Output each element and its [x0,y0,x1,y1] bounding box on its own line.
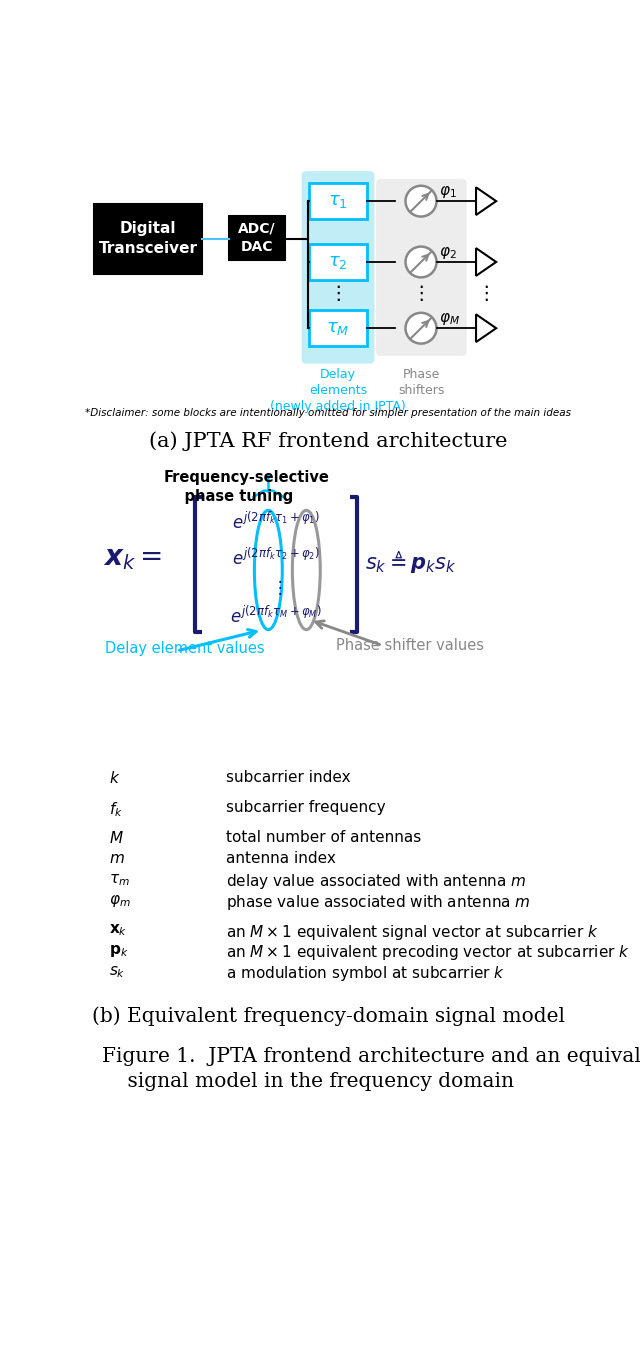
Text: $M$: $M$ [109,830,124,846]
Text: phase value associated with antenna $m$: phase value associated with antenna $m$ [226,893,531,912]
Text: antenna index: antenna index [226,851,335,866]
Bar [309,310,367,345]
Circle shape [406,247,436,278]
Text: $\mathbf{p}_k$: $\mathbf{p}_k$ [109,943,129,959]
Text: an $M \times 1$ equivalent signal vector at subcarrier $k$: an $M \times 1$ equivalent signal vector… [226,923,598,942]
Text: Phase
shifters: Phase shifters [398,368,445,397]
Bar [309,183,367,219]
Circle shape [406,186,436,217]
Text: a modulation symbol at subcarrier $k$: a modulation symbol at subcarrier $k$ [226,965,505,983]
Text: $e^{j(2\pi f_k\tau_2+\varphi_2)}$: $e^{j(2\pi f_k\tau_2+\varphi_2)}$ [232,548,320,569]
Text: Frequency-selective
    phase tuning: Frequency-selective phase tuning [164,469,330,505]
Text: $f_k$: $f_k$ [109,800,124,819]
Text: Phase shifter values: Phase shifter values [336,638,484,653]
Text: $\varphi_2$: $\varphi_2$ [439,244,456,260]
FancyBboxPatch shape [301,171,374,364]
FancyBboxPatch shape [376,179,467,356]
Text: (b) Equivalent frequency-domain signal model: (b) Equivalent frequency-domain signal m… [92,1006,564,1027]
Text: Digital
Transceiver: Digital Transceiver [99,221,198,256]
Text: ADC/
DAC: ADC/ DAC [238,221,275,255]
Text: (a) JPTA RF frontend architecture: (a) JPTA RF frontend architecture [148,432,508,451]
Text: $\tau_m$: $\tau_m$ [109,871,131,888]
Polygon shape [476,314,496,343]
Text: ⋮: ⋮ [328,285,348,304]
Text: $\vdots$: $\vdots$ [271,579,282,598]
Text: $\mathbf{x}_k$: $\mathbf{x}_k$ [109,923,128,939]
Text: delay value associated with antenna $m$: delay value associated with antenna $m$ [226,871,526,890]
Text: $m$: $m$ [109,851,125,866]
Text: $\tau_M$: $\tau_M$ [326,320,350,337]
Polygon shape [476,248,496,275]
Text: subcarrier index: subcarrier index [226,770,350,785]
Circle shape [406,313,436,344]
Text: $\varphi_m$: $\varphi_m$ [109,893,131,909]
Text: $\varphi_M$: $\varphi_M$ [439,312,460,326]
Text: $s_k \triangleq \boldsymbol{p}_k s_k$: $s_k \triangleq \boldsymbol{p}_k s_k$ [365,549,457,575]
Text: $\tau_1$: $\tau_1$ [328,192,348,210]
Text: *Disclaimer: some blocks are intentionally omitted for simpler presentation of t: *Disclaimer: some blocks are intentional… [85,409,571,418]
Text: $\boldsymbol{x}_k =$: $\boldsymbol{x}_k =$ [103,545,163,572]
Text: $\varphi_1$: $\varphi_1$ [439,183,456,200]
Text: ⋮: ⋮ [412,285,431,304]
Polygon shape [476,188,496,214]
Text: ⋮: ⋮ [476,285,496,304]
Text: $e^{j(2\pi f_k\tau_1+\varphi_1)}$: $e^{j(2\pi f_k\tau_1+\varphi_1)}$ [232,511,320,533]
Bar [229,216,285,260]
Text: $s_k$: $s_k$ [109,965,126,979]
Text: Delay
elements
(newly added in JPTA): Delay elements (newly added in JPTA) [270,368,406,413]
Text: Delay element values: Delay element values [105,641,264,656]
Text: $\tau_2$: $\tau_2$ [328,254,348,271]
Text: $e^{j(2\pi f_k\tau_M+\varphi_M)}$: $e^{j(2\pi f_k\tau_M+\varphi_M)}$ [230,606,322,627]
Bar [94,204,202,274]
Text: Figure 1.  JPTA frontend architecture and an equivalent
    signal model in the : Figure 1. JPTA frontend architecture and… [102,1047,640,1090]
Text: subcarrier frequency: subcarrier frequency [226,800,385,815]
Text: an $M \times 1$ equivalent precoding vector at subcarrier $k$: an $M \times 1$ equivalent precoding vec… [226,943,630,962]
Text: total number of antennas: total number of antennas [226,830,421,846]
Text: $k$: $k$ [109,770,121,786]
Bar [309,244,367,279]
